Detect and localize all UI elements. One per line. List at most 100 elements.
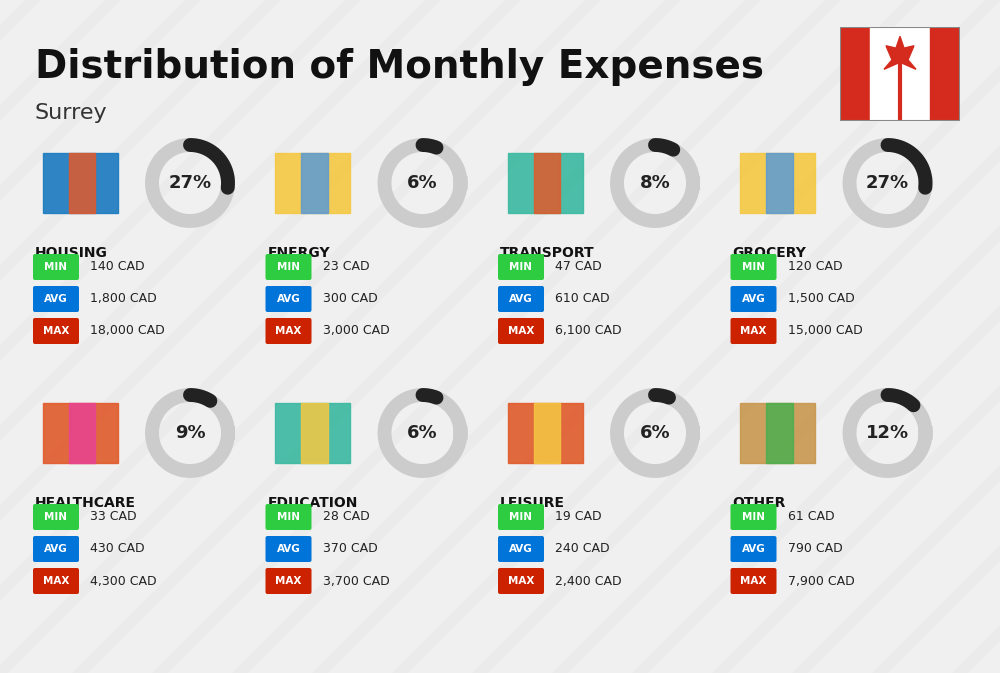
Text: MAX: MAX xyxy=(275,326,302,336)
Bar xyxy=(766,153,792,213)
Text: Distribution of Monthly Expenses: Distribution of Monthly Expenses xyxy=(35,48,764,86)
Text: AVG: AVG xyxy=(742,294,765,304)
FancyBboxPatch shape xyxy=(731,254,776,280)
Text: 1,500 CAD: 1,500 CAD xyxy=(788,293,854,306)
Text: AVG: AVG xyxy=(277,294,300,304)
FancyBboxPatch shape xyxy=(266,504,312,530)
FancyBboxPatch shape xyxy=(498,504,544,530)
FancyBboxPatch shape xyxy=(33,254,79,280)
Bar xyxy=(740,153,815,213)
Text: 7,900 CAD: 7,900 CAD xyxy=(788,575,854,588)
FancyBboxPatch shape xyxy=(498,318,544,344)
Text: MIN: MIN xyxy=(510,262,532,272)
Bar xyxy=(69,403,95,463)
Bar xyxy=(508,403,582,463)
Text: 300 CAD: 300 CAD xyxy=(323,293,377,306)
Bar xyxy=(534,403,560,463)
Text: TRANSPORT: TRANSPORT xyxy=(500,246,595,260)
Text: LEISURE: LEISURE xyxy=(500,496,565,510)
Text: 6,100 CAD: 6,100 CAD xyxy=(555,324,622,337)
Text: AVG: AVG xyxy=(277,544,300,554)
Text: MIN: MIN xyxy=(742,262,765,272)
Text: 19 CAD: 19 CAD xyxy=(555,511,602,524)
FancyBboxPatch shape xyxy=(266,318,312,344)
Bar xyxy=(508,153,582,213)
FancyBboxPatch shape xyxy=(33,504,79,530)
Text: MAX: MAX xyxy=(508,326,534,336)
Bar xyxy=(766,403,792,463)
Text: 6%: 6% xyxy=(640,424,670,442)
Text: AVG: AVG xyxy=(509,544,533,554)
FancyBboxPatch shape xyxy=(731,536,776,562)
Text: MAX: MAX xyxy=(43,326,69,336)
FancyBboxPatch shape xyxy=(266,536,312,562)
Text: 6%: 6% xyxy=(407,424,438,442)
Polygon shape xyxy=(884,36,916,69)
FancyBboxPatch shape xyxy=(33,568,79,594)
Bar xyxy=(301,403,328,463)
Bar xyxy=(69,153,95,213)
Text: 790 CAD: 790 CAD xyxy=(788,542,842,555)
Text: MIN: MIN xyxy=(510,512,532,522)
Bar xyxy=(870,27,930,121)
FancyBboxPatch shape xyxy=(266,254,312,280)
Text: 8%: 8% xyxy=(640,174,670,192)
Text: MIN: MIN xyxy=(44,512,68,522)
Text: AVG: AVG xyxy=(742,544,765,554)
Text: 23 CAD: 23 CAD xyxy=(323,260,369,273)
FancyBboxPatch shape xyxy=(498,286,544,312)
FancyBboxPatch shape xyxy=(731,504,776,530)
Text: 2,400 CAD: 2,400 CAD xyxy=(555,575,622,588)
Text: 47 CAD: 47 CAD xyxy=(555,260,602,273)
Text: GROCERY: GROCERY xyxy=(732,246,806,260)
FancyBboxPatch shape xyxy=(731,318,776,344)
Text: Surrey: Surrey xyxy=(35,103,108,123)
Text: MAX: MAX xyxy=(43,576,69,586)
Text: MIN: MIN xyxy=(742,512,765,522)
Text: EDUCATION: EDUCATION xyxy=(268,496,358,510)
Bar xyxy=(301,153,328,213)
Bar xyxy=(930,27,960,121)
Text: 4,300 CAD: 4,300 CAD xyxy=(90,575,157,588)
Text: 240 CAD: 240 CAD xyxy=(555,542,610,555)
Text: 6%: 6% xyxy=(407,174,438,192)
Text: 3,700 CAD: 3,700 CAD xyxy=(323,575,389,588)
Text: 27%: 27% xyxy=(866,174,909,192)
Bar xyxy=(43,153,118,213)
FancyBboxPatch shape xyxy=(731,568,776,594)
Bar xyxy=(275,403,350,463)
FancyBboxPatch shape xyxy=(33,536,79,562)
Text: HOUSING: HOUSING xyxy=(35,246,108,260)
Text: HEALTHCARE: HEALTHCARE xyxy=(35,496,136,510)
FancyBboxPatch shape xyxy=(731,286,776,312)
Text: OTHER: OTHER xyxy=(732,496,786,510)
FancyBboxPatch shape xyxy=(498,254,544,280)
Text: 18,000 CAD: 18,000 CAD xyxy=(90,324,165,337)
FancyBboxPatch shape xyxy=(498,568,544,594)
Text: AVG: AVG xyxy=(44,544,68,554)
Text: 61 CAD: 61 CAD xyxy=(788,511,834,524)
Text: 1,800 CAD: 1,800 CAD xyxy=(90,293,157,306)
Text: 120 CAD: 120 CAD xyxy=(788,260,842,273)
Text: 610 CAD: 610 CAD xyxy=(555,293,610,306)
Text: 3,000 CAD: 3,000 CAD xyxy=(323,324,389,337)
Text: MIN: MIN xyxy=(277,262,300,272)
Bar xyxy=(534,153,560,213)
Text: MAX: MAX xyxy=(740,326,767,336)
Text: 28 CAD: 28 CAD xyxy=(323,511,369,524)
Text: MAX: MAX xyxy=(275,576,302,586)
Text: 15,000 CAD: 15,000 CAD xyxy=(788,324,862,337)
Bar xyxy=(43,403,118,463)
FancyBboxPatch shape xyxy=(33,286,79,312)
Text: ENERGY: ENERGY xyxy=(268,246,330,260)
Text: 33 CAD: 33 CAD xyxy=(90,511,137,524)
FancyBboxPatch shape xyxy=(498,536,544,562)
Text: AVG: AVG xyxy=(509,294,533,304)
Text: MAX: MAX xyxy=(740,576,767,586)
Text: AVG: AVG xyxy=(44,294,68,304)
Text: 9%: 9% xyxy=(175,424,205,442)
Text: 370 CAD: 370 CAD xyxy=(323,542,377,555)
FancyBboxPatch shape xyxy=(33,318,79,344)
Text: MIN: MIN xyxy=(44,262,68,272)
Bar xyxy=(275,153,350,213)
